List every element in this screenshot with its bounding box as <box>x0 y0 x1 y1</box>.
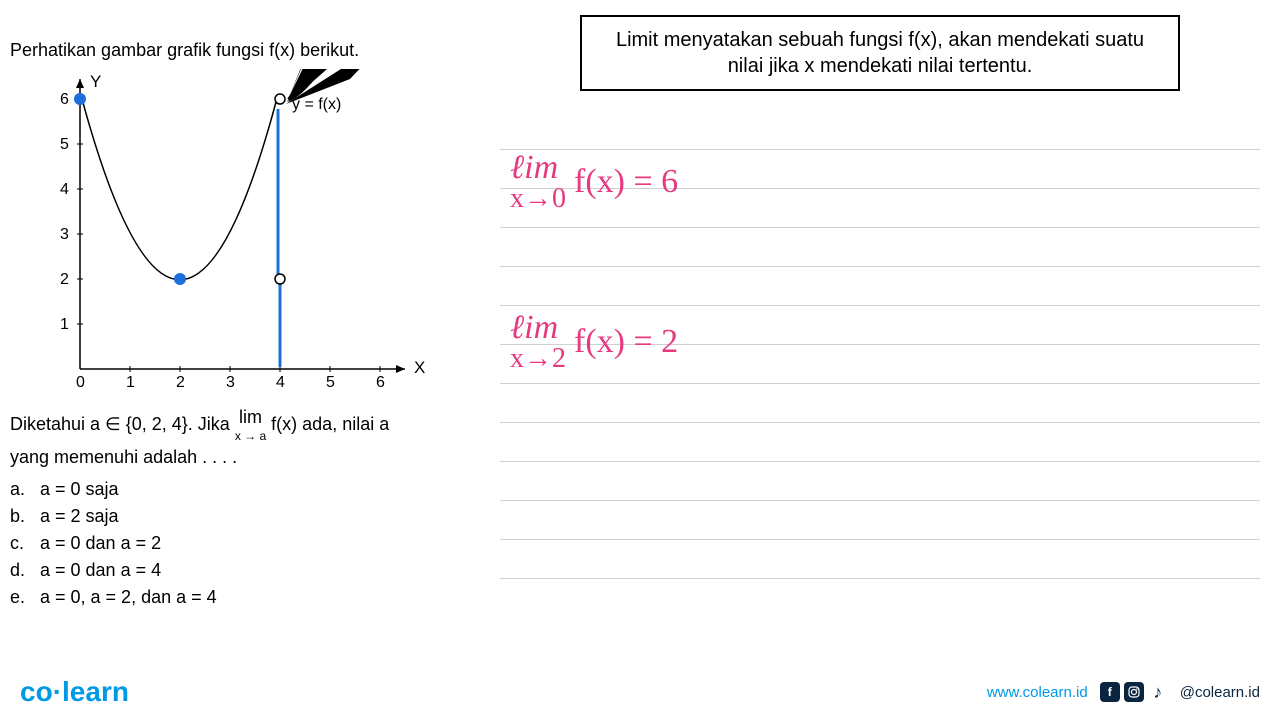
svg-text:6: 6 <box>60 91 69 108</box>
y-axis-label: Y <box>90 72 101 91</box>
option-b: b.a = 2 saja <box>10 503 470 530</box>
open-point-4-6 <box>275 94 285 104</box>
svg-text:5: 5 <box>326 374 335 391</box>
svg-text:3: 3 <box>60 226 69 243</box>
svg-text:1: 1 <box>126 374 135 391</box>
explainer-box: Limit menyatakan sebuah fungsi f(x), aka… <box>580 15 1180 91</box>
solution-panel: Limit menyatakan sebuah fungsi f(x), aka… <box>500 15 1260 581</box>
svg-text:0: 0 <box>76 374 85 391</box>
logo-pre: co <box>20 676 53 707</box>
lined-paper: ℓim x→0 f(x) = 6 ℓim x→2 f(x) = 2 <box>500 111 1260 581</box>
social-icons: f ♪ <box>1100 682 1168 702</box>
graph: X Y 0 1 2 3 4 5 6 1 2 3 4 5 6 <box>10 69 430 399</box>
facebook-icon[interactable]: f <box>1100 682 1120 702</box>
hw1-lim: ℓim <box>510 151 558 185</box>
problem-panel: Perhatikan gambar grafik fungsi f(x) ber… <box>10 40 470 611</box>
graph-svg: X Y 0 1 2 3 4 5 6 1 2 3 4 5 6 <box>10 69 430 399</box>
options-list: a.a = 0 saja b.a = 2 saja c.a = 0 dan a … <box>10 476 470 611</box>
hw2-rhs: f(x) = 2 <box>574 323 678 361</box>
handwritten-limit-2: ℓim x→2 f(x) = 2 <box>510 311 678 373</box>
question-post: f(x) ada, nilai a <box>271 414 389 434</box>
svg-text:2: 2 <box>176 374 185 391</box>
footer: co·learn www.colearn.id f ♪ @colearn.id <box>0 676 1280 708</box>
logo-dot: · <box>53 676 62 707</box>
hw2-lim: ℓim <box>510 311 558 345</box>
svg-text:4: 4 <box>60 181 69 198</box>
hw1-rhs: f(x) = 6 <box>574 163 678 201</box>
footer-right: www.colearn.id f ♪ @colearn.id <box>987 682 1260 702</box>
footer-url[interactable]: www.colearn.id <box>987 684 1088 701</box>
option-d: d.a = 0 dan a = 4 <box>10 557 470 584</box>
handwritten-limit-1: ℓim x→0 f(x) = 6 <box>510 151 678 213</box>
option-c: c.a = 0 dan a = 2 <box>10 530 470 557</box>
question-line2: yang memenuhi adalah . . . . <box>10 447 237 467</box>
svg-text:5: 5 <box>60 136 69 153</box>
hw2-sub: x→2 <box>510 345 566 373</box>
problem-title: Perhatikan gambar grafik fungsi f(x) ber… <box>10 40 470 61</box>
svg-text:2: 2 <box>60 271 69 288</box>
svg-text:4: 4 <box>276 374 285 391</box>
closed-point-2-2 <box>174 273 186 285</box>
logo-post: learn <box>62 676 129 707</box>
svg-text:1: 1 <box>60 316 69 333</box>
hw1-sub: x→0 <box>510 185 566 213</box>
limit-top: lim <box>235 405 266 430</box>
open-point-4-2 <box>275 274 285 284</box>
limit-sub: x → a <box>235 428 266 445</box>
limit-expression: lim x → a <box>235 405 266 445</box>
svg-text:3: 3 <box>226 374 235 391</box>
svg-text:6: 6 <box>376 374 385 391</box>
x-axis-label: X <box>414 358 425 377</box>
instagram-icon[interactable] <box>1124 682 1144 702</box>
option-e: e.a = 0, a = 2, dan a = 4 <box>10 584 470 611</box>
question-text: Diketahui a ∈ {0, 2, 4}. Jika lim x → a … <box>10 405 470 470</box>
brand-logo: co·learn <box>20 676 129 708</box>
curve-label: y = f(x) <box>292 96 341 113</box>
option-a: a.a = 0 saja <box>10 476 470 503</box>
closed-point-0-6 <box>74 93 86 105</box>
tiktok-icon[interactable]: ♪ <box>1148 682 1168 702</box>
question-pre: Diketahui a ∈ {0, 2, 4}. Jika <box>10 414 235 434</box>
social-handle: @colearn.id <box>1180 684 1260 701</box>
curve-left <box>82 99 276 280</box>
